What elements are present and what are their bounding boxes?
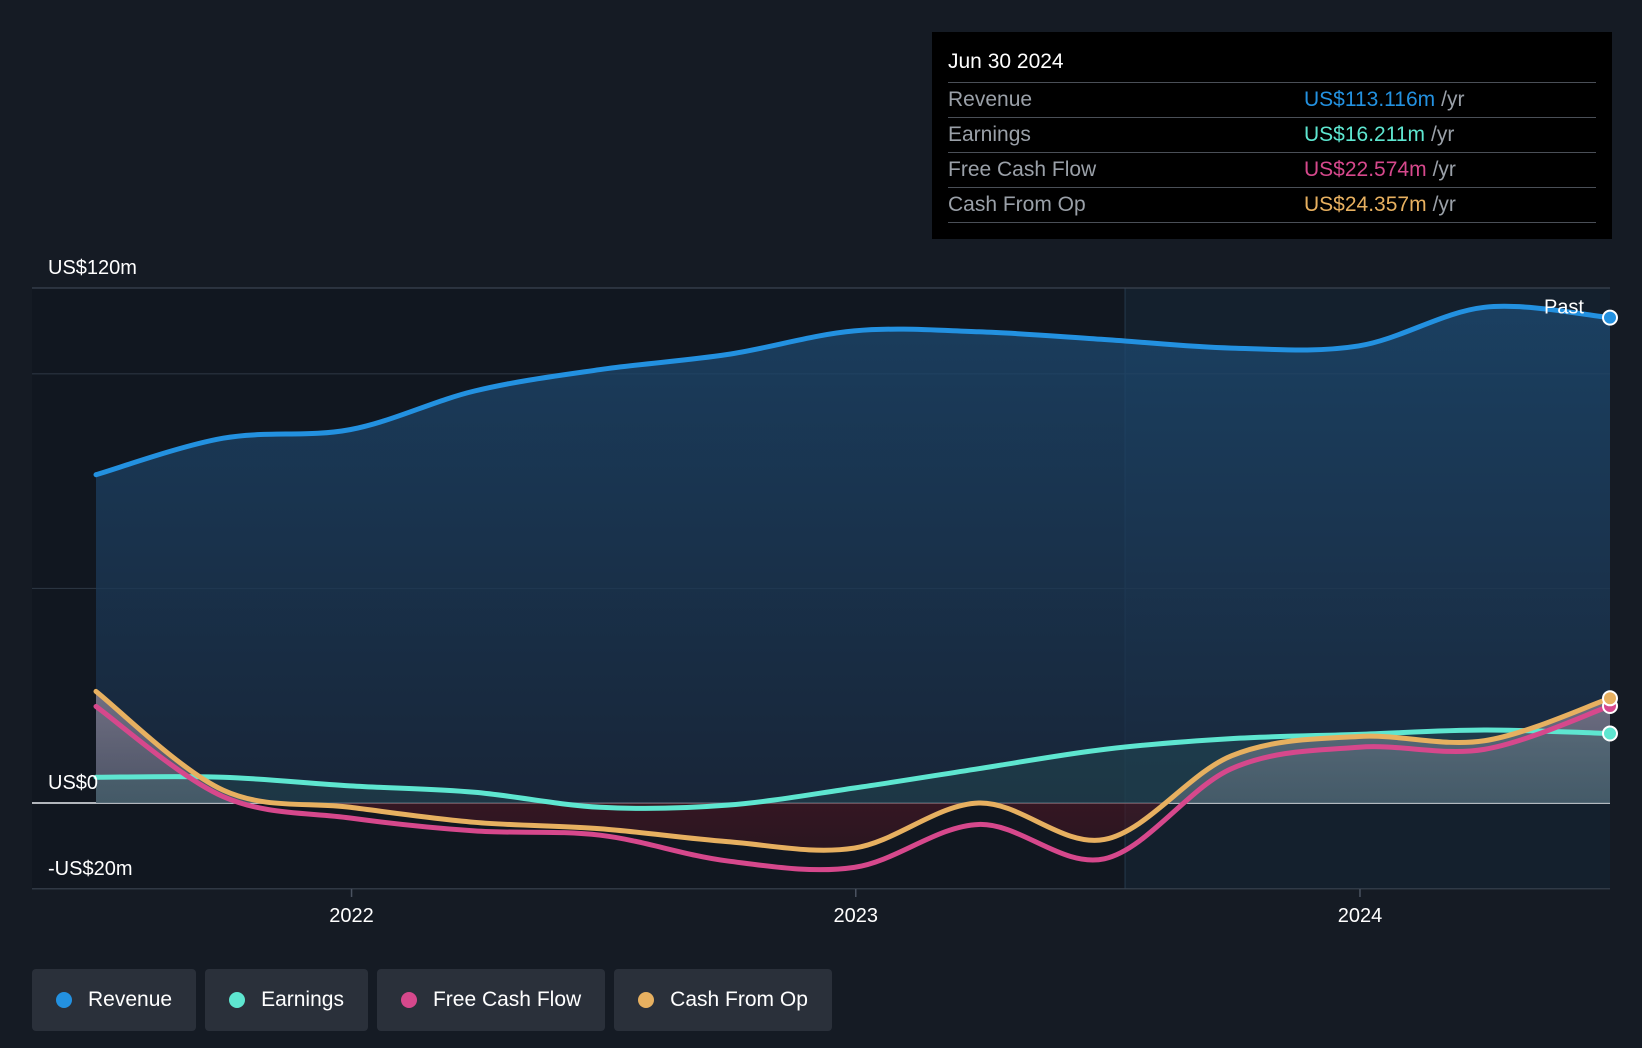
- tooltip-date: Jun 30 2024: [948, 46, 1596, 83]
- tooltip-row-unit: /yr: [1432, 193, 1456, 216]
- tooltip-row-earnings: Earnings US$16.211m/yr: [948, 118, 1596, 153]
- legend-item-earnings[interactable]: Earnings: [205, 969, 368, 1031]
- earnings-point: [1602, 725, 1618, 742]
- legend-label: Cash From Op: [670, 988, 808, 1011]
- tooltip-panel: Jun 30 2024 Revenue US$113.116m/yr Earni…: [932, 32, 1612, 239]
- tooltip-row-label: Free Cash Flow: [948, 158, 1097, 181]
- legend-label: Revenue: [88, 988, 173, 1011]
- legend-dot-icon: [400, 992, 417, 1008]
- free-cash-flow-line: [93, 703, 1613, 873]
- tooltip-row-value: US$113.116m: [1304, 88, 1436, 111]
- y-axis-label: US$120m: [48, 257, 137, 279]
- legend-item-free-cash-flow[interactable]: Free Cash Flow: [376, 969, 606, 1031]
- tooltip-row-label: Revenue: [948, 88, 1033, 111]
- x-tick-label: 2022: [329, 905, 374, 927]
- tooltip-row-unit: /yr: [1432, 158, 1456, 181]
- tooltip-row-value: US$22.574m: [1304, 158, 1427, 181]
- cash-from-op-point: [1602, 690, 1618, 707]
- tooltip-row-value: US$16.211m: [1304, 123, 1426, 146]
- tooltip-row-label: Earnings: [948, 123, 1031, 146]
- past-label: Past: [1544, 297, 1584, 319]
- tooltip-row-unit: /yr: [1441, 88, 1465, 111]
- tooltip-row-unit: /yr: [1431, 123, 1455, 146]
- cash-from-op-line: [93, 688, 1613, 853]
- legend: Revenue Earnings Free Cash Flow Cash Fro…: [32, 969, 832, 1031]
- earnings-area: [96, 730, 1610, 803]
- legend-label: Free Cash Flow: [432, 988, 582, 1011]
- tooltip-row-cash-from-op: Cash From Op US$24.357m/yr: [948, 188, 1596, 223]
- tooltip-row-free-cash-flow: Free Cash Flow US$22.574m/yr: [948, 153, 1596, 188]
- tooltip-row-value: US$24.357m: [1304, 193, 1427, 216]
- legend-dot-icon: [56, 992, 72, 1008]
- tooltip-row-label: Cash From Op: [948, 193, 1086, 216]
- legend-item-revenue[interactable]: Revenue: [32, 969, 197, 1031]
- revenue-point: [1602, 309, 1618, 326]
- legend-dot-icon: [229, 992, 246, 1008]
- y-axis-label: -US$20m: [48, 858, 132, 880]
- x-tick-label: 2023: [834, 905, 879, 927]
- revenue-line: [93, 303, 1613, 478]
- cash-positive-area: [96, 691, 1610, 803]
- tooltip-row-revenue: Revenue US$113.116m/yr: [948, 83, 1596, 118]
- legend-item-cash-from-op[interactable]: Cash From Op: [614, 969, 832, 1031]
- legend-label: Earnings: [261, 988, 344, 1011]
- revenue-area: [96, 306, 1610, 803]
- cash-negative-area: [96, 803, 1610, 851]
- legend-dot-icon: [638, 992, 655, 1008]
- x-tick-label: 2024: [1338, 905, 1383, 927]
- y-axis-label: US$0: [48, 772, 98, 794]
